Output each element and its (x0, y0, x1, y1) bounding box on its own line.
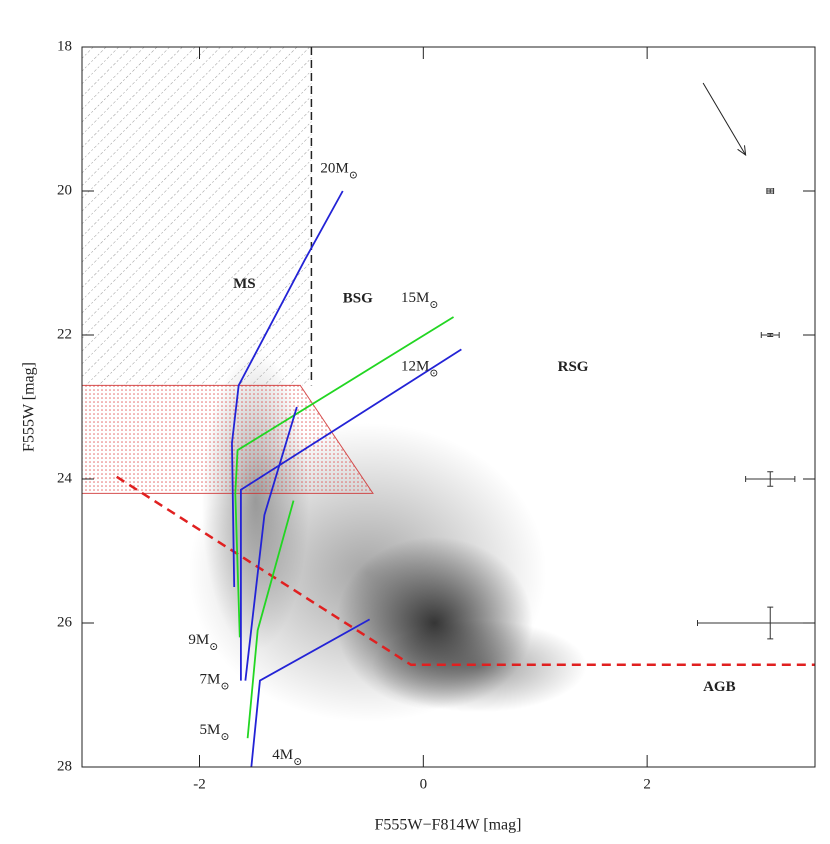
error-bar (766, 188, 775, 194)
mass-label: 7M⊙ (200, 672, 230, 692)
mass-label-sub: ⊙ (349, 169, 358, 181)
mass-label-main: 12M (401, 359, 429, 375)
mass-label: 12M⊙ (401, 359, 439, 379)
mass-label-main: 15M (401, 290, 429, 306)
mass-label-main: 7M (200, 672, 221, 688)
evolutionary-track (246, 500, 295, 739)
error-bar (745, 471, 796, 487)
bsg-red-region (82, 384, 374, 494)
agb-boundary (116, 475, 815, 667)
evolutionary-track (250, 618, 371, 767)
reddening-vector (702, 82, 746, 155)
region-label: AGB (703, 679, 736, 695)
y-tick-label: 22 (57, 326, 72, 342)
mass-label-sub: ⊙ (429, 367, 438, 379)
region-label: BSG (343, 290, 373, 306)
mass-label: 20M⊙ (320, 161, 358, 181)
error-bar (696, 606, 815, 640)
mass-label-main: 20M (320, 161, 348, 177)
mass-label-sub: ⊙ (220, 680, 229, 692)
mass-label-sub: ⊙ (293, 756, 302, 768)
star-density (371, 620, 587, 713)
evolutionary-track (234, 316, 455, 638)
mass-label-main: 5M (200, 722, 221, 738)
region-label: RSG (558, 359, 589, 375)
y-axis-label: F555W [mag] (21, 362, 38, 452)
evolutionary-track (231, 190, 344, 588)
mass-label: 4M⊙ (272, 748, 302, 768)
y-tick-label: 18 (57, 38, 72, 54)
y-tick-label: 26 (57, 614, 73, 630)
mass-label-sub: ⊙ (220, 731, 229, 743)
y-tick-label: 20 (57, 182, 72, 198)
evolutionary-track (240, 348, 462, 681)
plot-area (82, 47, 815, 767)
ms-hatched-region (82, 47, 312, 386)
region-label: MS (233, 276, 256, 292)
mass-label-sub: ⊙ (209, 641, 218, 653)
y-tick-label: 24 (57, 470, 73, 486)
x-tick-label: 0 (420, 776, 428, 792)
y-tick-label: 28 (57, 758, 72, 774)
evolutionary-track (244, 406, 298, 681)
x-axis-label: F555W−F814W [mag] (375, 817, 522, 834)
plot-frame (81, 46, 816, 768)
mass-label: 5M⊙ (200, 722, 230, 742)
mass-label-main: 4M (272, 748, 293, 764)
mass-label-sub: ⊙ (429, 299, 438, 311)
x-tick-label: -2 (193, 776, 206, 792)
error-bar (760, 332, 780, 338)
mass-label-main: 9M (188, 632, 209, 648)
x-tick-label: 2 (643, 776, 651, 792)
mass-label: 15M⊙ (401, 290, 439, 310)
mass-label: 9M⊙ (188, 632, 218, 652)
